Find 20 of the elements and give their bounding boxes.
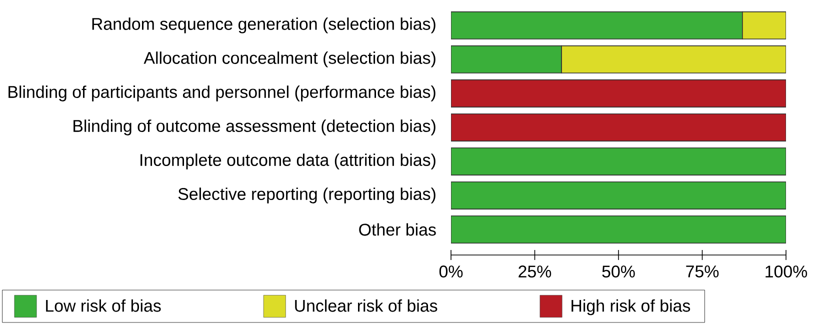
y-tick-label: Allocation concealment (selection bias) xyxy=(144,52,436,68)
legend-label: Unclear risk of bias xyxy=(295,299,438,312)
bar xyxy=(451,79,786,108)
y-tick-label: Selective reporting (reporting bias) xyxy=(178,188,436,204)
legend-label: Low risk of bias xyxy=(46,299,161,312)
bar xyxy=(451,147,786,176)
y-tick-label: Random sequence generation (selection bias) xyxy=(92,18,436,34)
x-tick-label: 50% xyxy=(602,266,635,278)
y-tick-label: Blinding of outcome assessment (detection bias) xyxy=(74,120,436,136)
x-tick-label: 0% xyxy=(439,266,463,278)
legend-label: High risk of bias xyxy=(572,299,690,316)
x-tick-label: 75% xyxy=(686,266,719,278)
bar xyxy=(451,113,786,142)
y-tick-label: Incomplete outcome data (attrition bias) xyxy=(140,154,436,170)
y-tick-label: Blinding of participants and personnel (performance bias) xyxy=(8,86,436,102)
x-tick-label: 25% xyxy=(518,266,552,278)
bar xyxy=(451,181,786,210)
y-tick-label: Other bias xyxy=(359,223,436,236)
x-tick-label: 100% xyxy=(766,266,808,278)
bar xyxy=(451,215,786,244)
